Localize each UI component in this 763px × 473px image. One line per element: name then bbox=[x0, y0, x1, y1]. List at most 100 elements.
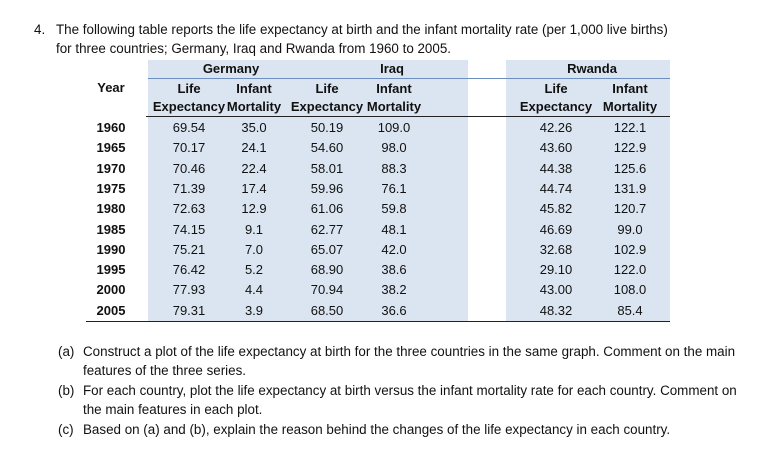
part-text: Construct a plot of the life expectancy … bbox=[83, 344, 736, 378]
data-cell: 99.0 bbox=[617, 221, 643, 237]
question-line-2: for three countries; Germany, Iraq and R… bbox=[56, 41, 451, 56]
column-header-line2: Mortality bbox=[366, 99, 422, 114]
data-cell: 62.77 bbox=[310, 221, 344, 237]
part-a: (a) Construct a plot of the life expecta… bbox=[58, 342, 748, 380]
year-cell: 1995 bbox=[96, 262, 126, 278]
data-cell: 68.90 bbox=[310, 262, 344, 278]
data-cell: 69.54 bbox=[172, 120, 206, 135]
year-cell: 1970 bbox=[96, 160, 126, 176]
data-cell: 85.4 bbox=[617, 302, 643, 318]
data-cell: 17.4 bbox=[241, 180, 267, 196]
data-cell: 109.0 bbox=[377, 120, 411, 135]
year-cell: 2005 bbox=[96, 302, 126, 318]
part-label: (c) bbox=[58, 422, 74, 437]
column-header-line1: Infant bbox=[612, 81, 648, 96]
data-cell: 3.9 bbox=[244, 302, 264, 318]
data-cell: 22.4 bbox=[241, 160, 267, 176]
year-cell: 1975 bbox=[96, 180, 126, 196]
data-cell: 108.0 bbox=[613, 282, 647, 298]
column-header-line2: Mortality bbox=[602, 99, 658, 114]
data-cell: 122.1 bbox=[613, 120, 647, 135]
data-cell: 44.74 bbox=[539, 180, 573, 196]
data-cell: 46.69 bbox=[539, 221, 573, 237]
data-cell: 61.06 bbox=[310, 201, 344, 217]
column-header-line2: Expectancy bbox=[152, 99, 226, 114]
column-header-line1: Life bbox=[315, 81, 339, 96]
column-header-line2: Mortality bbox=[226, 99, 282, 114]
data-cell: 76.42 bbox=[172, 262, 206, 278]
data-cell: 38.6 bbox=[381, 262, 407, 278]
question-number: 4. bbox=[34, 22, 46, 37]
country-header: Rwanda bbox=[567, 61, 617, 76]
column-band bbox=[148, 60, 316, 322]
column-band bbox=[506, 60, 670, 322]
data-cell: 98.0 bbox=[381, 140, 407, 156]
data-cell: 120.7 bbox=[613, 201, 647, 217]
data-cell: 77.93 bbox=[172, 282, 206, 298]
data-cell: 50.19 bbox=[310, 120, 344, 135]
data-cell: 4.4 bbox=[244, 282, 264, 298]
data-cell: 75.21 bbox=[172, 241, 206, 257]
year-cell: 1965 bbox=[96, 140, 126, 156]
data-cell: 24.1 bbox=[241, 140, 267, 156]
year-header: Year bbox=[97, 80, 125, 95]
column-header-line1: Infant bbox=[376, 81, 412, 96]
part-text: For each country, plot the life expectan… bbox=[83, 383, 737, 417]
header-rule bbox=[148, 78, 670, 79]
year-cell: 2000 bbox=[96, 282, 126, 298]
data-cell: 48.1 bbox=[381, 221, 407, 237]
year-cell: 1990 bbox=[96, 241, 126, 257]
data-cell: 125.6 bbox=[613, 160, 647, 176]
country-header: Iraq bbox=[380, 61, 404, 76]
part-label: (a) bbox=[58, 344, 75, 359]
data-cell: 32.68 bbox=[539, 241, 573, 257]
data-cell: 12.9 bbox=[241, 201, 267, 217]
data-cell: 68.50 bbox=[310, 302, 344, 318]
year-cell: 1985 bbox=[96, 221, 126, 237]
column-header-line1: Life bbox=[544, 81, 568, 96]
year-cell: 1980 bbox=[96, 201, 126, 217]
data-cell: 35.0 bbox=[241, 120, 267, 135]
question-body: The following table reports the life exp… bbox=[56, 20, 746, 58]
data-cell: 7.0 bbox=[244, 241, 264, 257]
data-cell: 131.9 bbox=[613, 180, 647, 196]
data-cell: 122.9 bbox=[613, 140, 647, 156]
data-table: Germany Iraq Rwanda Year Life Expectancy Infan… bbox=[86, 60, 670, 322]
part-b: (b) For each country, plot the life expe… bbox=[58, 381, 748, 419]
data-cell: 122.0 bbox=[613, 262, 647, 278]
data-cell: 42.26 bbox=[539, 120, 573, 135]
data-cell: 43.00 bbox=[539, 282, 573, 298]
part-text: Based on (a) and (b), explain the reason… bbox=[83, 422, 671, 437]
data-cell: 74.15 bbox=[172, 221, 206, 237]
data-cell: 42.0 bbox=[381, 241, 407, 257]
column-header-line1: Infant bbox=[236, 81, 272, 96]
column-band bbox=[315, 60, 468, 322]
data-cell: 54.60 bbox=[310, 140, 344, 156]
data-cell: 5.2 bbox=[244, 262, 264, 278]
part-label: (b) bbox=[58, 383, 75, 398]
data-cell: 79.31 bbox=[172, 302, 206, 318]
data-cell: 70.94 bbox=[310, 282, 344, 298]
data-cell: 48.32 bbox=[539, 302, 573, 318]
table-bottom-rule bbox=[86, 321, 670, 322]
data-cell: 59.8 bbox=[381, 201, 407, 217]
data-cell: 9.1 bbox=[244, 221, 264, 237]
column-header-line2: Expectancy bbox=[519, 99, 593, 114]
data-cell: 29.10 bbox=[539, 262, 573, 278]
data-cell: 58.01 bbox=[310, 160, 344, 176]
column-header-line1: Life bbox=[177, 81, 201, 96]
column-header-line2: Expectancy bbox=[290, 99, 364, 114]
data-cell: 45.82 bbox=[539, 201, 573, 217]
part-c: (c) Based on (a) and (b), explain the re… bbox=[58, 420, 748, 439]
data-cell: 88.3 bbox=[381, 160, 407, 176]
data-cell: 44.38 bbox=[539, 160, 573, 176]
question-parts: (a) Construct a plot of the life expecta… bbox=[58, 342, 748, 440]
data-cell: 72.63 bbox=[172, 201, 206, 217]
year-cell: 1960 bbox=[96, 120, 126, 135]
data-cell: 71.39 bbox=[172, 180, 206, 196]
data-cell: 76.1 bbox=[381, 180, 407, 196]
data-cell: 36.6 bbox=[381, 302, 407, 318]
data-cell: 65.07 bbox=[310, 241, 344, 257]
data-cell: 43.60 bbox=[539, 140, 573, 156]
question-line-1: The following table reports the life exp… bbox=[56, 22, 668, 37]
